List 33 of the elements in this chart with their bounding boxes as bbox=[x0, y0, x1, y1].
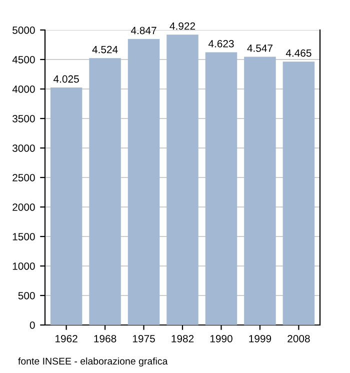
x-tick-label: 1968 bbox=[94, 334, 116, 342]
data-label: 4.623 bbox=[208, 40, 234, 48]
data-label: 4.524 bbox=[92, 46, 118, 54]
x-tick-label: 2008 bbox=[288, 334, 310, 342]
y-tick-label: 4500 bbox=[12, 56, 35, 64]
x-tick-label: 1999 bbox=[249, 334, 272, 342]
x-tick-label: 1962 bbox=[56, 334, 78, 342]
y-tick-label: 1500 bbox=[12, 233, 35, 240]
bar bbox=[205, 52, 238, 325]
y-tick-label: 3000 bbox=[12, 144, 35, 152]
data-label: 4.922 bbox=[170, 22, 196, 30]
bar bbox=[89, 58, 121, 325]
source-note: fonte INSEE - elaborazione grafica bbox=[18, 357, 168, 367]
y-tick-label: 1000 bbox=[12, 262, 35, 270]
x-tick-label: 1990 bbox=[210, 334, 232, 342]
data-label: 4.465 bbox=[286, 49, 312, 57]
x-tick-label: 1975 bbox=[132, 334, 155, 342]
x-tick-label: 1982 bbox=[172, 334, 194, 342]
data-label: 4.847 bbox=[130, 26, 156, 34]
y-tick-label: 4000 bbox=[12, 86, 35, 93]
bar bbox=[282, 62, 315, 325]
data-label: 4.547 bbox=[247, 44, 272, 52]
y-tick-label: 2500 bbox=[12, 174, 35, 182]
y-tick-label: 5000 bbox=[12, 26, 35, 34]
y-tick-label: 0 bbox=[30, 322, 35, 329]
y-tick-label: 3500 bbox=[12, 115, 35, 122]
bar bbox=[50, 88, 82, 325]
y-tick-label: 500 bbox=[18, 292, 35, 300]
bar bbox=[128, 39, 160, 325]
data-label: 4.025 bbox=[54, 75, 79, 83]
y-tick-label: 2000 bbox=[12, 204, 35, 211]
bar bbox=[244, 56, 276, 325]
bar bbox=[166, 34, 198, 325]
